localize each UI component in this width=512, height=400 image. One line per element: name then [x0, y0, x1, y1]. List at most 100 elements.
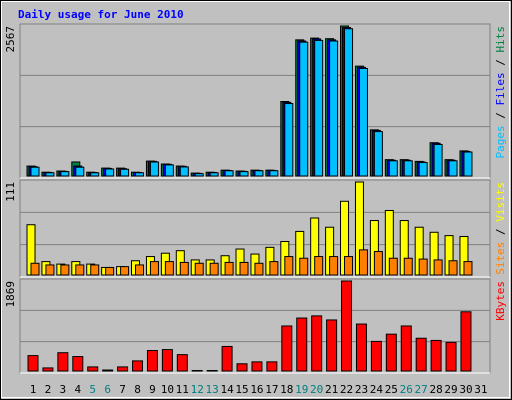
bar [30, 166, 40, 177]
bar [42, 367, 54, 372]
bar [403, 160, 413, 177]
bar [355, 323, 367, 372]
bar [326, 319, 338, 372]
bar [135, 172, 145, 177]
bar [236, 363, 248, 372]
x-tick-label: 2 [45, 383, 52, 396]
x-tick-label: 15 [235, 383, 248, 396]
bar [45, 264, 55, 276]
bar [105, 266, 115, 276]
legend: KBytes [494, 281, 507, 321]
bar [30, 262, 40, 276]
bar [72, 356, 84, 372]
bar [329, 256, 339, 276]
x-tick-label: 27 [415, 383, 428, 396]
y-tick-label: 1869 [4, 281, 17, 308]
bar [430, 339, 442, 372]
bar [45, 172, 55, 177]
bar [388, 160, 398, 177]
x-tick-label: 21 [325, 383, 338, 396]
bar [299, 257, 309, 276]
bar [209, 262, 219, 276]
legend-entry: KBytes [494, 281, 507, 321]
bar [254, 262, 264, 276]
x-tick-label: 9 [149, 383, 156, 396]
bar [90, 264, 100, 276]
x-tick-label: 29 [444, 383, 457, 396]
bar [179, 261, 189, 276]
bar [448, 260, 458, 276]
x-tick-label: 17 [265, 383, 278, 396]
bar [388, 257, 398, 276]
bar [311, 315, 323, 372]
y-tick-label: 2567 [4, 26, 17, 53]
bar [224, 261, 234, 276]
bar [299, 41, 309, 177]
bar [418, 162, 428, 177]
bar [329, 40, 339, 177]
bar [117, 366, 129, 372]
bar [239, 171, 249, 177]
bar [314, 256, 324, 276]
x-tick-label: 13 [206, 383, 219, 396]
bar [90, 172, 100, 177]
bar [418, 258, 428, 276]
bar [341, 280, 353, 372]
x-tick-label: 3 [60, 383, 67, 396]
bar [176, 354, 188, 372]
x-tick-label: 14 [220, 383, 234, 396]
x-tick-label: 8 [134, 383, 141, 396]
legend: Pages / Files / Hits [494, 26, 507, 159]
bar [149, 161, 159, 177]
bar [314, 39, 324, 177]
bar [60, 171, 70, 177]
bar [269, 261, 279, 276]
x-tick-label: 28 [429, 383, 442, 396]
chart-title: Daily usage for June 2010 [18, 8, 184, 21]
bar [87, 366, 99, 372]
bar [135, 264, 145, 276]
bar [27, 355, 39, 372]
x-tick-label: 20 [310, 383, 323, 396]
bar [463, 261, 473, 276]
legend-entry: Hits [494, 26, 507, 53]
bar [344, 256, 354, 276]
x-tick-label: 30 [459, 383, 472, 396]
bar [433, 143, 443, 177]
plot-area [19, 23, 491, 179]
bar [445, 341, 457, 372]
bar [161, 349, 173, 372]
bar [358, 67, 368, 177]
bar [194, 262, 204, 276]
bar [60, 264, 70, 276]
bar [251, 361, 263, 372]
x-tick-label: 25 [385, 383, 398, 396]
legend-entry: Sites [494, 242, 507, 275]
x-tick-label: 1 [30, 383, 37, 396]
bar [75, 166, 85, 177]
bar [370, 340, 382, 372]
legend-entry: Files [494, 72, 507, 105]
bar [149, 261, 159, 276]
bar [415, 337, 427, 372]
y-tick-label: 111 [4, 182, 17, 202]
x-tick-label: 10 [161, 383, 174, 396]
x-tick-label: 18 [280, 383, 293, 396]
x-tick-label: 19 [295, 383, 308, 396]
bar [194, 173, 204, 177]
legend: Sites / Visits [494, 182, 507, 275]
bar [120, 266, 130, 276]
bar [400, 325, 412, 372]
x-tick-label: 11 [176, 383, 189, 396]
bar [460, 311, 472, 372]
x-tick-label: 16 [250, 383, 263, 396]
bar [358, 249, 368, 276]
bar [281, 325, 293, 372]
bar [344, 28, 354, 177]
x-tick-label: 22 [340, 383, 353, 396]
x-tick-label: 12 [191, 383, 204, 396]
bar [132, 360, 144, 372]
bar [266, 361, 278, 372]
